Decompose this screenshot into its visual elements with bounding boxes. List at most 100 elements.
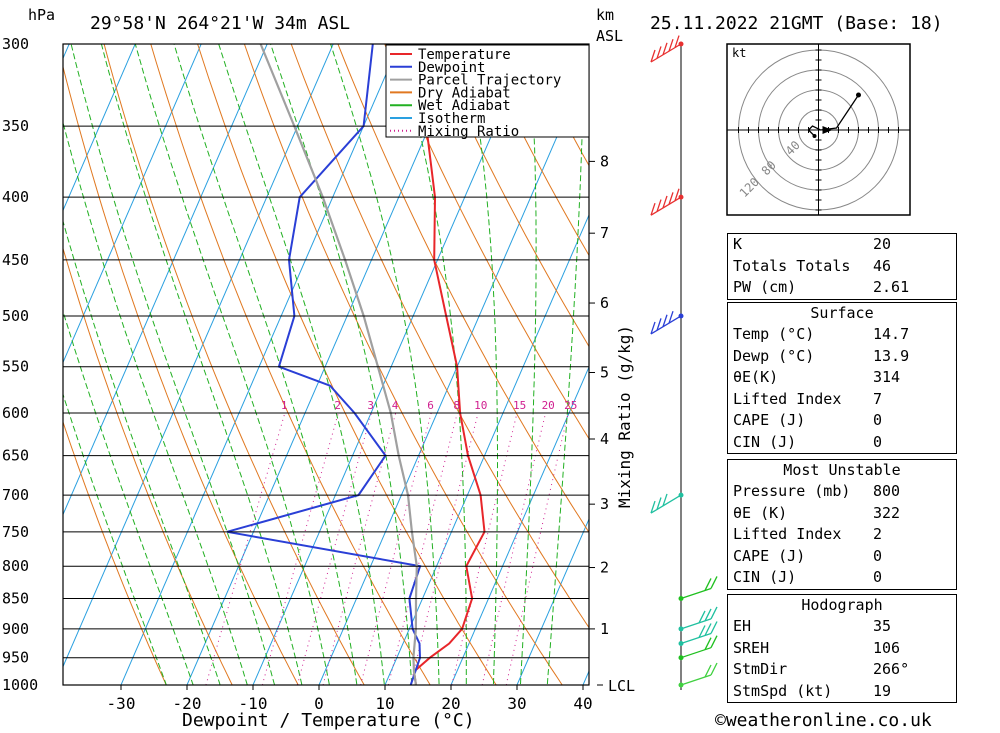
index-value: 7	[873, 389, 883, 408]
legend-entry-label: Mixing Ratio	[418, 124, 519, 140]
mixing-ratio-tick-label: 2	[334, 399, 341, 412]
wet-adiabat-line	[218, 44, 385, 685]
temp-tick-label: 10	[375, 694, 394, 713]
index-value: 13.9	[873, 346, 910, 365]
isotherm-line	[516, 517, 589, 685]
dry-adiabat-line	[243, 44, 563, 685]
index-label: K	[733, 235, 743, 253]
wind-barb-flag	[698, 610, 706, 624]
wet-adiabat-line	[63, 392, 167, 685]
surface-title: Surface	[810, 304, 874, 322]
indices-general-table: K 20 Totals Totals 46 PW (cm) 2.61	[727, 233, 957, 300]
index-value: 35	[873, 617, 892, 635]
index-value: 106	[873, 638, 901, 657]
index-value: 14.7	[873, 325, 910, 343]
pressure-tick-label: 650	[2, 447, 29, 465]
chart-header: hPa 29°58'N 264°21'W 34m ASL km ASL 25.1…	[28, 6, 943, 45]
index-label: CAPE (J)	[733, 411, 806, 429]
index-label: CIN (J)	[733, 568, 797, 586]
pressure-tick-label: 800	[2, 557, 29, 575]
wind-barb-flag	[710, 621, 718, 634]
index-label: θE(K)	[733, 368, 779, 386]
index-row-totals: Totals Totals 46	[728, 256, 956, 278]
index-value: 2	[873, 525, 883, 543]
index-label: EH	[733, 617, 752, 635]
wind-barb-flag	[656, 318, 662, 331]
hodograph-row: EH 35	[728, 616, 956, 638]
surface-rows: Temp (°C) 14.7 Dewp (°C) 13.9 θE(K) 314 Lifted…	[728, 324, 956, 453]
index-label: Dewp (°C)	[733, 346, 815, 365]
index-label: Temp (°C)	[733, 325, 815, 343]
pressure-tick-label: 550	[2, 358, 29, 376]
surface-row: CIN (J) 0	[728, 432, 956, 454]
surface-row: θE(K) 314	[728, 367, 956, 389]
hodograph-trace	[807, 94, 860, 137]
most-unstable-table: Most Unstable Pressure (mb) 800 θE (K) 322 L…	[727, 459, 957, 590]
wet-adiabat-line	[173, 44, 358, 685]
dry-adiabat-line	[966, 7, 1000, 711]
axes: 3003504004505005506006507007508008509009…	[2, 35, 593, 713]
wind-barb-staff	[680, 587, 712, 600]
wind-barb-flag	[704, 608, 712, 622]
wind-barb-flag	[704, 637, 712, 650]
pressure-tick-label: 350	[2, 117, 29, 135]
index-value: 19	[873, 681, 892, 700]
mixing-ratio-line	[505, 412, 569, 685]
wet-adiabat-line	[134, 44, 330, 685]
wind-barb-flag	[662, 493, 668, 507]
index-label: Lifted Index	[733, 525, 842, 543]
wind-barb-staff	[650, 315, 682, 335]
index-value: 46	[873, 256, 892, 275]
pressure-tick-label: 1000	[2, 676, 38, 694]
mixing-ratio-tick-label: 25	[564, 399, 577, 412]
legend-entry-label: Temperature	[418, 47, 511, 63]
mixing-ratio-line	[296, 412, 372, 685]
height-unit-asl-label: ASL	[596, 27, 623, 45]
height-unit-label: km	[596, 6, 614, 24]
mixing-ratio-tick-label: 1	[281, 399, 288, 412]
km-tick-label: 7	[600, 224, 609, 242]
index-label: StmDir	[733, 660, 788, 678]
wind-barb-flag	[710, 576, 718, 589]
dry-adiabat-line	[150, 44, 431, 685]
wet-adiabat-line	[519, 44, 537, 685]
wind-barb-flag	[650, 500, 656, 514]
mixing-ratio-tick-label: 4	[392, 399, 399, 412]
most-unstable-row: Lifted Index 2	[728, 524, 956, 546]
hodograph-unit-label: kt	[732, 46, 746, 60]
most-unstable-rows: Pressure (mb) 800 θE (K) 322 Lifted Index 2 CA…	[728, 481, 956, 589]
footer-url[interactable]: ©weatheronline.co.uk	[715, 710, 932, 731]
profile-parcel-trajectory-line	[259, 44, 418, 685]
surface-table: Surface Temp (°C) 14.7 Dewp (°C) 13.9 θE(K) 3…	[727, 302, 957, 454]
surface-row: CAPE (J) 0	[728, 410, 956, 432]
pressure-tick-label: 850	[2, 589, 29, 607]
pressure-tick-label: 450	[2, 251, 29, 269]
pressure-tick-label: 700	[2, 486, 29, 504]
temp-tick-label: 0	[314, 694, 324, 713]
pressure-tick-label: 500	[2, 307, 29, 325]
wind-barb-flag	[656, 497, 662, 510]
km-axis: 1 2 3 4 5 6 7 8 LCL	[589, 152, 635, 695]
hodograph-table: Hodograph EH 35 SREH 106 StmDir 266° StmSpd (k…	[727, 594, 957, 703]
wind-barb-flag	[650, 49, 656, 63]
wind-barb-staff	[680, 618, 712, 630]
pressure-tick-label: 600	[2, 404, 29, 422]
temp-tick-label: -20	[173, 694, 202, 713]
hodograph-end-dot	[856, 92, 861, 98]
mixing-ratio-axis-title: Mixing Ratio (g/kg)	[615, 325, 634, 508]
wind-barb-staff	[650, 494, 682, 514]
profile-temperature-line	[404, 44, 486, 685]
index-label: SREH	[733, 638, 770, 657]
wind-barb-flag	[662, 195, 668, 209]
wet-adiabat-line	[546, 44, 585, 685]
index-value: 0	[873, 432, 883, 451]
pressure-tick-label: 300	[2, 35, 29, 53]
dry-adiabat-line	[430, 44, 589, 348]
km-tick-label: 5	[600, 363, 609, 381]
most-unstable-row: θE (K) 322	[728, 503, 956, 525]
most-unstable-row: Pressure (mb) 800	[728, 481, 956, 503]
wind-barb-staff	[650, 196, 682, 216]
legend-entry-label: Isotherm	[418, 111, 485, 127]
wind-barb-flag	[668, 38, 674, 52]
